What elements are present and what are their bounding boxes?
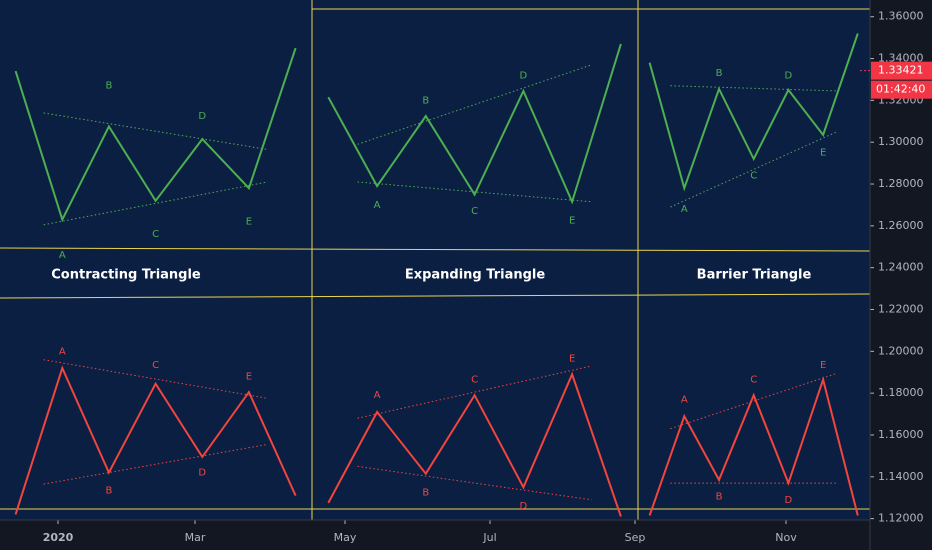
wave-label-bull-1-a: A [59, 250, 66, 261]
countdown-badge [871, 80, 932, 99]
wave-line-bull-1 [14, 47, 297, 223]
wave-label-bear-2-a: A [374, 390, 381, 401]
price-tick-label-1: 1.34000 [878, 52, 924, 65]
trendline-lower-bear-2 [357, 465, 592, 501]
trendline-upper-bear-3 [670, 372, 838, 430]
panel-title-3: Barrier Triangle [697, 268, 812, 283]
wave-label-bear-3-d: D [785, 495, 793, 506]
time-tick-label-0: 2020 [43, 531, 74, 544]
wave-label-bear-1-d: D [198, 468, 206, 479]
trendline-lower-bull-2 [357, 181, 592, 203]
divider-lower-band [0, 293, 871, 299]
price-tick-label-6: 1.24000 [878, 261, 924, 274]
time-tick-label-3: Jul [482, 531, 496, 544]
wave-label-bull-3-b: B [716, 68, 723, 79]
wave-label-bull-2-c: C [471, 206, 478, 217]
wave-label-bear-2-d: D [520, 501, 528, 512]
wave-label-bull-3-d: D [785, 70, 793, 81]
divider-upper-band [0, 247, 871, 252]
wave-line-bull-2 [327, 43, 622, 205]
current-price-label: 1.33421 [878, 64, 924, 77]
wave-label-bear-3-b: B [716, 492, 723, 503]
price-tick-label-8: 1.20000 [878, 344, 924, 357]
countdown-label: 01:42:40 [876, 83, 925, 96]
price-tick-label-9: 1.18000 [878, 386, 924, 399]
trendline-lower-bull-3 [670, 131, 838, 208]
wave-line-bear-3 [648, 376, 859, 516]
wave-label-bear-1-a: A [59, 346, 66, 357]
wave-line-bear-2 [327, 371, 622, 517]
wave-label-bear-1-b: B [106, 485, 113, 496]
wave-label-bull-2-d: D [520, 70, 528, 81]
wave-line-bear-1 [14, 365, 297, 515]
wave-label-bull-1-c: C [152, 229, 159, 240]
wave-label-bear-1-c: C [152, 360, 159, 371]
wave-label-bear-2-e: E [569, 354, 575, 365]
price-tick-label-10: 1.16000 [878, 428, 924, 441]
wave-line-bull-3 [648, 33, 859, 192]
wave-label-bull-3-c: C [750, 171, 757, 182]
wave-label-bull-1-b: B [106, 81, 113, 92]
panel-title-1: Contracting Triangle [51, 268, 201, 283]
time-tick-label-5: Nov [775, 531, 797, 544]
time-tick-label-1: Mar [185, 531, 206, 544]
wave-label-bull-2-b: B [422, 95, 429, 106]
price-tick-label-0: 1.36000 [878, 10, 924, 23]
trendline-upper-bull-1 [43, 112, 268, 151]
price-tick-label-4: 1.28000 [878, 177, 924, 190]
trendline-upper-bear-1 [43, 359, 268, 399]
wave-label-bear-3-c: C [750, 375, 757, 386]
wave-label-bull-3-e: E [820, 148, 826, 159]
wave-label-bull-2-a: A [374, 200, 381, 211]
wave-label-bull-2-e: E [569, 216, 575, 227]
time-tick-label-2: May [334, 531, 357, 544]
wave-label-bear-1-e: E [246, 371, 252, 382]
wave-label-bear-3-e: E [820, 360, 826, 371]
wave-label-bear-2-c: C [471, 375, 478, 386]
price-tick-label-5: 1.26000 [878, 219, 924, 232]
price-tick-label-7: 1.22000 [878, 303, 924, 316]
wave-label-bull-1-d: D [198, 111, 206, 122]
wave-label-bear-3-a: A [681, 394, 688, 405]
price-tick-label-12: 1.12000 [878, 512, 924, 525]
wave-label-bull-3-a: A [681, 204, 688, 215]
wave-label-bear-2-b: B [422, 487, 429, 498]
panel-title-2: Expanding Triangle [405, 268, 546, 283]
trendline-upper-bull-2 [357, 64, 592, 145]
wave-label-bull-1-e: E [246, 217, 252, 228]
price-tick-label-11: 1.14000 [878, 470, 924, 483]
current-price-badge [871, 61, 932, 80]
time-axis-background [0, 520, 870, 550]
price-tick-label-3: 1.30000 [878, 135, 924, 148]
time-tick-label-4: Sep [625, 531, 646, 544]
